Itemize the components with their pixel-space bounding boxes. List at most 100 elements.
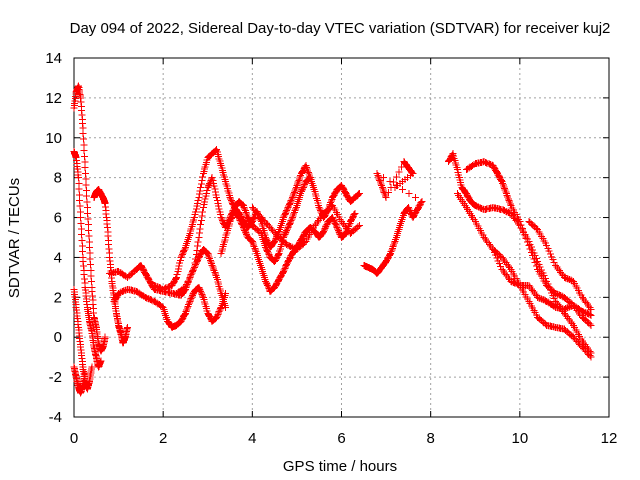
data-point: [204, 251, 212, 259]
data-point: [174, 268, 182, 276]
series-sat-f: [106, 245, 230, 311]
data-point: [217, 214, 225, 222]
data-point: [388, 246, 396, 254]
data-point: [285, 222, 293, 230]
data-point: [264, 249, 272, 257]
data-point: [550, 259, 558, 267]
data-point: [381, 192, 389, 200]
data-point: [390, 178, 398, 186]
data-point: [193, 246, 201, 254]
data-point: [302, 162, 310, 170]
x-tick-label: 10: [511, 430, 528, 447]
data-point: [500, 183, 508, 191]
data-point: [386, 251, 394, 259]
data-point: [587, 311, 595, 319]
data-point: [417, 199, 425, 207]
data-point: [264, 282, 272, 290]
data-point: [389, 243, 397, 251]
data-point: [331, 219, 339, 227]
data-points: [70, 82, 595, 397]
series-sat-j: [217, 208, 359, 295]
data-point: [548, 253, 556, 261]
data-point: [206, 255, 214, 263]
data-point: [390, 241, 398, 249]
data-point: [501, 186, 509, 194]
data-point: [374, 173, 382, 181]
data-point: [506, 198, 514, 206]
data-point: [376, 177, 384, 185]
data-point: [205, 181, 213, 189]
data-point: [296, 173, 304, 181]
data-point: [216, 306, 224, 314]
data-point: [299, 183, 307, 191]
data-point: [197, 216, 205, 224]
data-point: [503, 191, 511, 199]
data-point: [176, 256, 184, 264]
data-point: [198, 212, 206, 220]
data-point: [203, 186, 211, 194]
data-point: [208, 261, 216, 269]
data-point: [178, 251, 186, 259]
data-point: [281, 211, 289, 219]
series-sat-b: [70, 148, 105, 371]
data-point: [190, 263, 198, 271]
data-point: [290, 208, 298, 216]
data-point: [346, 219, 354, 227]
data-point: [262, 279, 270, 287]
data-point: [521, 231, 529, 239]
data-point: [239, 202, 247, 210]
data-point: [354, 191, 362, 199]
data-point: [316, 205, 324, 213]
data-point: [182, 308, 190, 316]
data-point: [320, 226, 328, 234]
data-point: [193, 202, 201, 210]
data-point: [292, 183, 300, 191]
data-point: [292, 185, 300, 193]
data-point: [252, 248, 260, 256]
data-point: [283, 226, 291, 234]
data-point: [264, 283, 272, 291]
data-point: [241, 207, 249, 215]
data-point: [263, 236, 271, 244]
data-point: [355, 222, 363, 230]
x-tick-label: 2: [159, 430, 167, 447]
y-tick-label: -2: [49, 369, 62, 386]
data-point: [523, 238, 531, 246]
data-point: [281, 209, 289, 217]
data-point: [207, 258, 215, 266]
data-point: [287, 216, 295, 224]
data-point: [209, 179, 217, 187]
data-point: [495, 260, 503, 268]
data-point: [405, 190, 413, 198]
data-point: [304, 167, 312, 175]
data-point: [264, 238, 272, 246]
data-point: [264, 248, 272, 256]
data-point: [490, 248, 498, 256]
data-point: [328, 195, 336, 203]
data-point: [188, 292, 196, 300]
data-point: [354, 223, 362, 231]
data-point: [529, 252, 537, 260]
series-sat-c: [70, 285, 96, 393]
data-point: [101, 333, 109, 341]
data-point: [181, 309, 189, 317]
y-tick-label: 0: [54, 329, 62, 346]
data-point: [192, 205, 200, 213]
data-point: [262, 235, 270, 243]
data-point: [587, 305, 595, 313]
data-point: [290, 210, 298, 218]
data-point: [332, 222, 340, 230]
y-tick-label: 8: [54, 170, 62, 187]
data-point: [186, 273, 194, 281]
data-point: [194, 199, 202, 207]
data-point: [295, 177, 303, 185]
data-point: [195, 194, 203, 202]
data-point: [199, 208, 207, 216]
data-point: [212, 146, 220, 154]
data-point: [190, 214, 198, 222]
data-point: [329, 214, 337, 222]
data-point: [238, 221, 246, 229]
data-point: [188, 269, 196, 277]
data-point: [196, 225, 204, 233]
data-point: [302, 163, 310, 171]
